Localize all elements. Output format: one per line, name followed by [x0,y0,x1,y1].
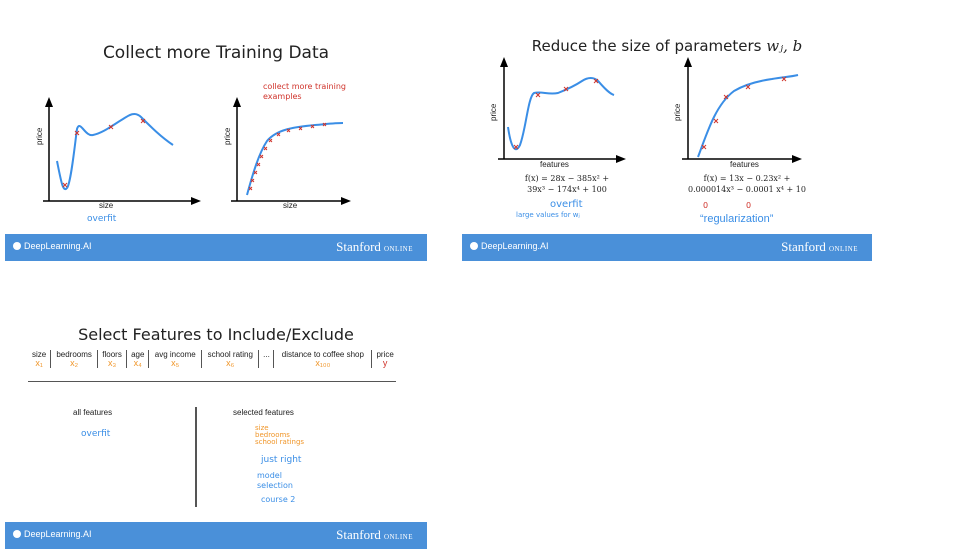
slide-title: Select Features to Include/Exclude [78,325,354,344]
table-cell: price y [376,350,394,368]
slide-title: Reduce the size of parameters wⱼ, b [531,37,803,55]
table-cell: floors x₃ [97,350,128,368]
slide-footer: DeepLearning.AI Stanford ONLINE [462,234,872,261]
stanford-online-logo: Stanford ONLINE [336,527,413,542]
selected-item: bedrooms [255,431,290,439]
table-underline [28,381,396,382]
left-ylabel: price [35,127,44,145]
features-table: size x₁ bedrooms x₂ floors x₃ age x₄ avg inc… [28,350,398,368]
right-xlabel: features [730,160,759,169]
slide-footer: DeepLearning.AI Stanford ONLINE [5,234,427,261]
large-values-note: large values for wⱼ [516,211,580,219]
slide-reduce-parameters[interactable]: Reduce the size of parameters wⱼ, b pri [462,33,872,261]
slide-footer: DeepLearning.AI Stanford ONLINE [5,522,427,549]
right-annotation: collect more training examples [263,82,346,101]
selected-features-heading: selected features [233,408,294,417]
equation-line-1: f(x) = 13x − 0.23x² + [703,174,791,183]
regularization-note: “regularization” [700,213,774,225]
selected-items: size bedrooms school ratings [255,425,304,446]
table-cell: size x₁ [28,350,52,368]
all-features-heading: all features [73,408,113,417]
zero-mark-2: 0 [746,201,752,210]
equation-line-2: 0.000014x³ − 0.0001 x⁴ + 10 [688,185,806,194]
deeplearning-logo: DeepLearning.AI [13,529,92,539]
stanford-online-logo: Stanford ONLINE [781,239,858,254]
all-features-note: overfit [81,429,111,439]
zero-mark-1: 0 [703,201,709,210]
model-note: model [257,471,282,480]
parameters-plots [498,57,802,163]
overfit-plot [43,97,351,205]
right-ylabel: price [223,127,232,145]
table-cell: distance to coffee shop x₁₀₀ [273,350,373,368]
table-cell: ... [258,350,275,368]
left-annotation: overfit [87,214,117,224]
left-xlabel: features [540,160,569,169]
right-equation: f(x) = 13x − 0.23x² + 0.000014x³ − 0.000… [672,173,822,195]
right-ylabel: price [673,103,682,121]
logo-icon [13,242,21,250]
table-row: size x₁ bedrooms x₂ floors x₃ age x₄ avg inc… [28,350,398,368]
selected-item: size [255,424,269,432]
selection-note: selection [257,481,293,490]
logo-icon [470,242,478,250]
logo-icon [13,530,21,538]
selected-item: school ratings [255,438,305,446]
slide-title: Collect more Training Data [102,43,330,63]
divider-line [195,407,197,507]
table-cell: age x₄ [126,350,150,368]
slide-collect-more-data[interactable]: Collect more Training Data [5,33,427,261]
overfit-note: overfit [550,199,583,210]
table-cell: bedrooms x₂ [50,350,98,368]
left-ylabel: price [489,103,498,121]
equation-line-1: f(x) = 28x − 385x² + [524,174,610,183]
left-equation: f(x) = 28x − 385x² + 39x³ − 174x⁴ + 100 [502,173,632,195]
right-xlabel: size [283,201,298,210]
deeplearning-logo: DeepLearning.AI [470,241,549,251]
equation-line-2: 39x³ − 174x⁴ + 100 [527,185,607,194]
left-xlabel: size [99,201,114,210]
deeplearning-logo: DeepLearning.AI [13,241,92,251]
table-cell: avg income x₅ [148,350,203,368]
table-cell: school rating x₆ [201,350,260,368]
just-right-note: just right [261,455,302,465]
stanford-online-logo: Stanford ONLINE [336,239,413,254]
course-note: course 2 [261,495,296,504]
